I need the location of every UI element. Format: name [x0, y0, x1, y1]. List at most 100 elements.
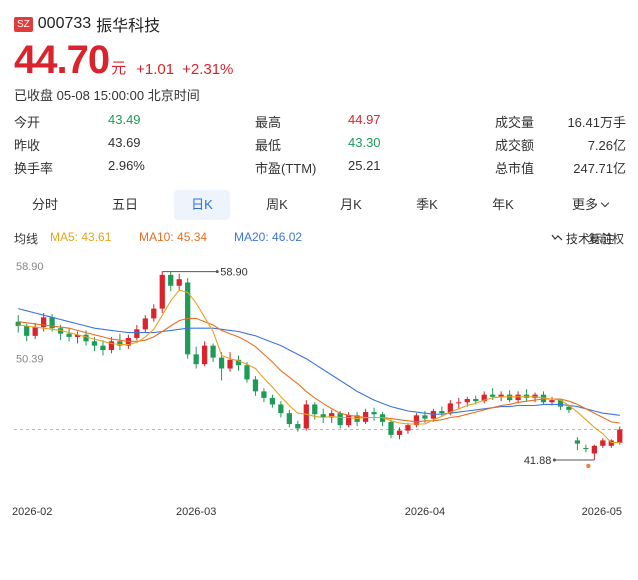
stat-label: 成交量	[495, 115, 535, 130]
event-marker	[586, 463, 591, 469]
ma-label[interactable]: 均线	[14, 232, 39, 246]
candle-body	[608, 440, 614, 446]
tab-monthly-k[interactable]: 月K	[340, 197, 362, 212]
x-axis-date-label: 2026-03	[176, 506, 216, 518]
stat-value-prev-close: 43.69	[108, 135, 141, 150]
min-annotation-dot	[552, 458, 556, 462]
candle-body	[244, 365, 250, 380]
candle-body	[261, 391, 267, 398]
tab-more-label: 更多	[571, 197, 598, 212]
candle-body	[447, 403, 453, 414]
price-change-percent: +2.31%	[182, 61, 234, 78]
stat-value-volume: 16.41万手	[567, 115, 626, 130]
stat-label: 最低	[255, 138, 282, 153]
candle-body	[422, 415, 428, 419]
stat-value-open: 43.49	[108, 112, 141, 127]
candle-body	[235, 359, 242, 366]
candle-body	[142, 318, 148, 330]
stats-row: 昨收 43.69 最低 43.30 成交额 7.26亿	[14, 135, 626, 158]
candle-body	[320, 414, 326, 418]
stats-grid: 今开 43.49 最高 44.97 成交量 16.41万手 昨收 43.69 最…	[14, 112, 626, 181]
candle-body	[168, 274, 174, 286]
ma10-value: MA10: 45.34	[139, 230, 208, 244]
candle-body	[405, 425, 411, 431]
x-axis-date-label: 2026-05	[582, 506, 622, 518]
candle-body	[413, 415, 420, 426]
candle-body	[176, 279, 182, 286]
candle-body	[252, 379, 259, 392]
candle-body	[91, 341, 98, 346]
candle-body	[286, 413, 292, 425]
candle-body	[591, 445, 597, 454]
candlestick-chart[interactable]: 58.90 50.39 58.90 41.88 2026-02 2026-03 2026-0…	[0, 252, 638, 520]
candle-body	[557, 400, 564, 407]
tab-yearly-k[interactable]: 年K	[492, 197, 514, 212]
tech-annotation-label: 技术标注	[566, 232, 615, 246]
candle-body	[15, 321, 21, 327]
tab-quarterly-k[interactable]: 季K	[416, 197, 438, 212]
candle-body	[312, 404, 318, 415]
max-price-label: 58.90	[220, 267, 248, 279]
candle-body	[464, 399, 470, 403]
stat-label: 市盈(TTM)	[255, 161, 317, 176]
tab-five-day[interactable]: 五日	[111, 197, 138, 212]
candle-body	[481, 394, 487, 402]
candle-body	[456, 402, 462, 404]
candle-body	[108, 341, 115, 350]
candle-body	[439, 410, 445, 414]
candle-body	[218, 357, 225, 369]
candle-body	[227, 359, 233, 369]
price-row: 44.70 元 +1.01 +2.31%	[14, 40, 233, 80]
max-annotation-dot	[215, 270, 219, 274]
y-tick-label: 50.39	[16, 354, 44, 366]
candle-body	[388, 421, 394, 435]
candle-body	[159, 274, 165, 309]
candle-body	[151, 308, 157, 319]
candle-body	[371, 412, 377, 415]
stat-value-turnover-rate: 2.96%	[108, 158, 145, 173]
ma20-value: MA20: 46.02	[234, 230, 303, 244]
chevron-down-icon	[600, 198, 610, 208]
stat-value-market-cap: 247.71亿	[573, 161, 626, 176]
stat-label: 总市值	[495, 161, 535, 176]
tab-daily-k[interactable]: 日K	[174, 190, 230, 220]
candle-body	[329, 413, 335, 418]
candle-body	[549, 400, 555, 403]
ma20-line	[18, 308, 620, 416]
candle-body	[506, 394, 513, 401]
price-unit: 元	[111, 60, 127, 77]
stat-label: 今开	[14, 115, 41, 130]
price-change: +1.01	[136, 61, 175, 78]
tech-annotation-toggle[interactable]: 技术标注	[551, 230, 614, 246]
trend-icon	[551, 234, 563, 241]
candle-body	[574, 440, 581, 444]
candle-body	[269, 397, 276, 405]
y-tick-label: 58.90	[16, 261, 44, 273]
ma5-line	[18, 289, 620, 444]
stat-value-low: 43.30	[348, 135, 381, 150]
ma5-value: MA5: 43.61	[50, 230, 112, 244]
stat-label: 最高	[255, 115, 282, 130]
price-adjust-toggle[interactable]: 复前权	[587, 232, 624, 246]
stat-value-turnover-amount: 7.26亿	[587, 138, 626, 153]
candle-body	[134, 329, 140, 339]
candle-body	[515, 394, 521, 401]
candle-body	[24, 326, 30, 336]
stat-label: 换手率	[14, 161, 54, 176]
stock-name: 振华科技	[96, 18, 161, 35]
stock-header: SZ 000733 振华科技	[14, 12, 160, 36]
candle-body	[346, 415, 352, 426]
current-price: 44.70	[14, 38, 110, 82]
candle-body	[498, 394, 504, 397]
tab-weekly-k[interactable]: 周K	[266, 197, 288, 212]
candle-body	[193, 354, 199, 365]
chart-period-tabs: 分时 五日 日K 周K 月K 季K 年K 更多	[14, 190, 626, 222]
min-price-label: 41.88	[524, 455, 552, 467]
candle-body	[49, 317, 55, 329]
ma10-line	[18, 317, 620, 424]
tab-intraday[interactable]: 分时	[31, 197, 58, 212]
candle-body	[32, 327, 38, 336]
tab-more[interactable]: 更多	[554, 190, 626, 220]
candle-body	[74, 334, 81, 337]
